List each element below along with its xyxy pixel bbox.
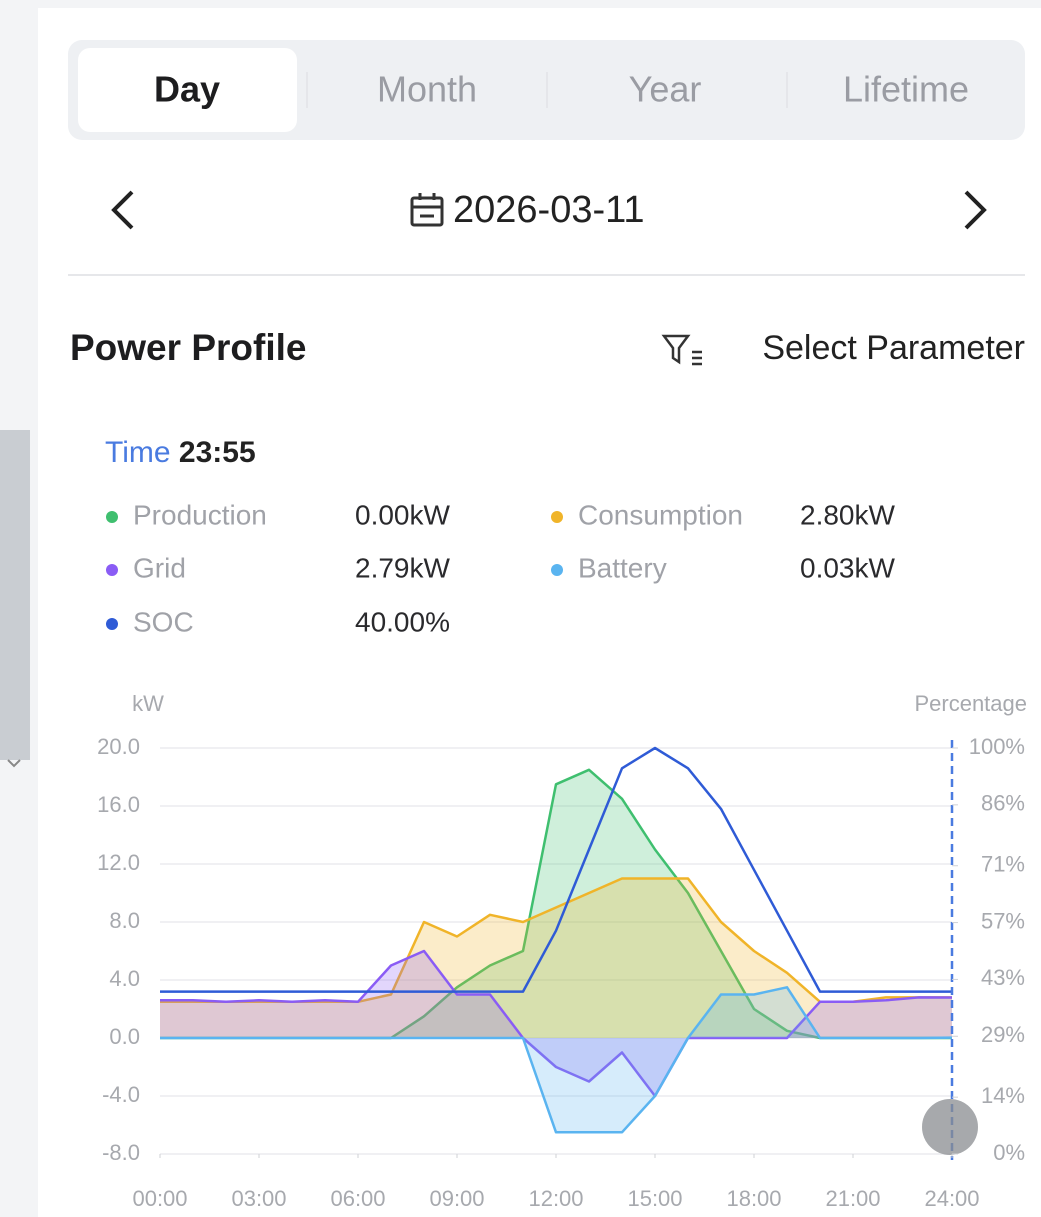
legend-value: 40.00%	[355, 606, 450, 637]
screen: Day Month Year Lifetime 2026-03-11 Power…	[0, 0, 1041, 1217]
tab[interactable]: Lifetime	[843, 69, 969, 110]
legend-value: 0.03kW	[800, 552, 895, 583]
x-tick-label: 18:00	[726, 1186, 781, 1211]
y-tick-label: -4.0	[102, 1082, 140, 1107]
y-tick-label: 20.0	[97, 734, 140, 759]
x-tick-label: 15:00	[627, 1186, 682, 1211]
page: {"tabs": ["Day", "Month", "Year", "Lifet…	[0, 0, 1041, 1217]
y-tick-label: 4.0	[109, 966, 140, 991]
legend-value: 2.80kW	[800, 499, 895, 530]
legend-name: Production	[133, 499, 267, 530]
tab[interactable]: Day	[154, 69, 220, 110]
legend-name: SOC	[133, 606, 194, 637]
y2-axis-title: Percentage	[914, 691, 1027, 716]
y-tick-label: 0.0	[109, 1024, 140, 1049]
legend-name: Consumption	[578, 499, 743, 530]
legend-value: 2.79kW	[355, 552, 450, 583]
x-tick-label: 12:00	[528, 1186, 583, 1211]
x-tick-label: 06:00	[330, 1186, 385, 1211]
legend-dot	[106, 618, 118, 630]
select-parameter[interactable]: Select Parameter	[762, 329, 1025, 367]
floating-button[interactable]	[922, 1099, 978, 1155]
tooltip-time-value: 23:55	[179, 436, 256, 469]
y2-tick-label: 29%	[981, 1022, 1025, 1047]
y2-tick-label: 43%	[981, 965, 1025, 990]
legend-dot	[106, 511, 118, 523]
y-tick-label: 12.0	[97, 850, 140, 875]
y2-tick-label: 14%	[981, 1083, 1025, 1108]
section-title: Power Profile	[70, 327, 306, 368]
y-axis-title: kW	[132, 691, 164, 716]
background-image	[0, 430, 30, 760]
x-tick-label: 03:00	[231, 1186, 286, 1211]
tooltip-label: Time	[105, 436, 171, 469]
chevron	[8, 760, 20, 766]
legend-name: Battery	[578, 552, 667, 583]
y-tick-label: 8.0	[109, 908, 140, 933]
y2-tick-label: 86%	[981, 791, 1025, 816]
x-tick-label: 24:00	[924, 1186, 979, 1211]
y-tick-label: -8.0	[102, 1140, 140, 1165]
legend-value: 0.00kW	[355, 499, 450, 530]
legend-name: Grid	[133, 552, 186, 583]
y2-tick-label: 71%	[981, 852, 1025, 877]
y2-tick-label: 100%	[969, 734, 1025, 759]
y2-tick-label: 0%	[993, 1140, 1025, 1165]
tooltip-time: Time 23:55	[105, 436, 256, 469]
y2-tick-label: 57%	[981, 908, 1025, 933]
tab[interactable]: Year	[629, 69, 702, 110]
y-tick-label: 16.0	[97, 792, 140, 817]
legend-dot	[551, 511, 563, 523]
legend-dot	[106, 564, 118, 576]
x-tick-label: 21:00	[825, 1186, 880, 1211]
x-tick-label: 00:00	[132, 1186, 187, 1211]
x-tick-label: 09:00	[429, 1186, 484, 1211]
tab[interactable]: Month	[377, 69, 477, 110]
date[interactable]: 2026-03-11	[453, 189, 645, 231]
legend-dot	[551, 564, 563, 576]
